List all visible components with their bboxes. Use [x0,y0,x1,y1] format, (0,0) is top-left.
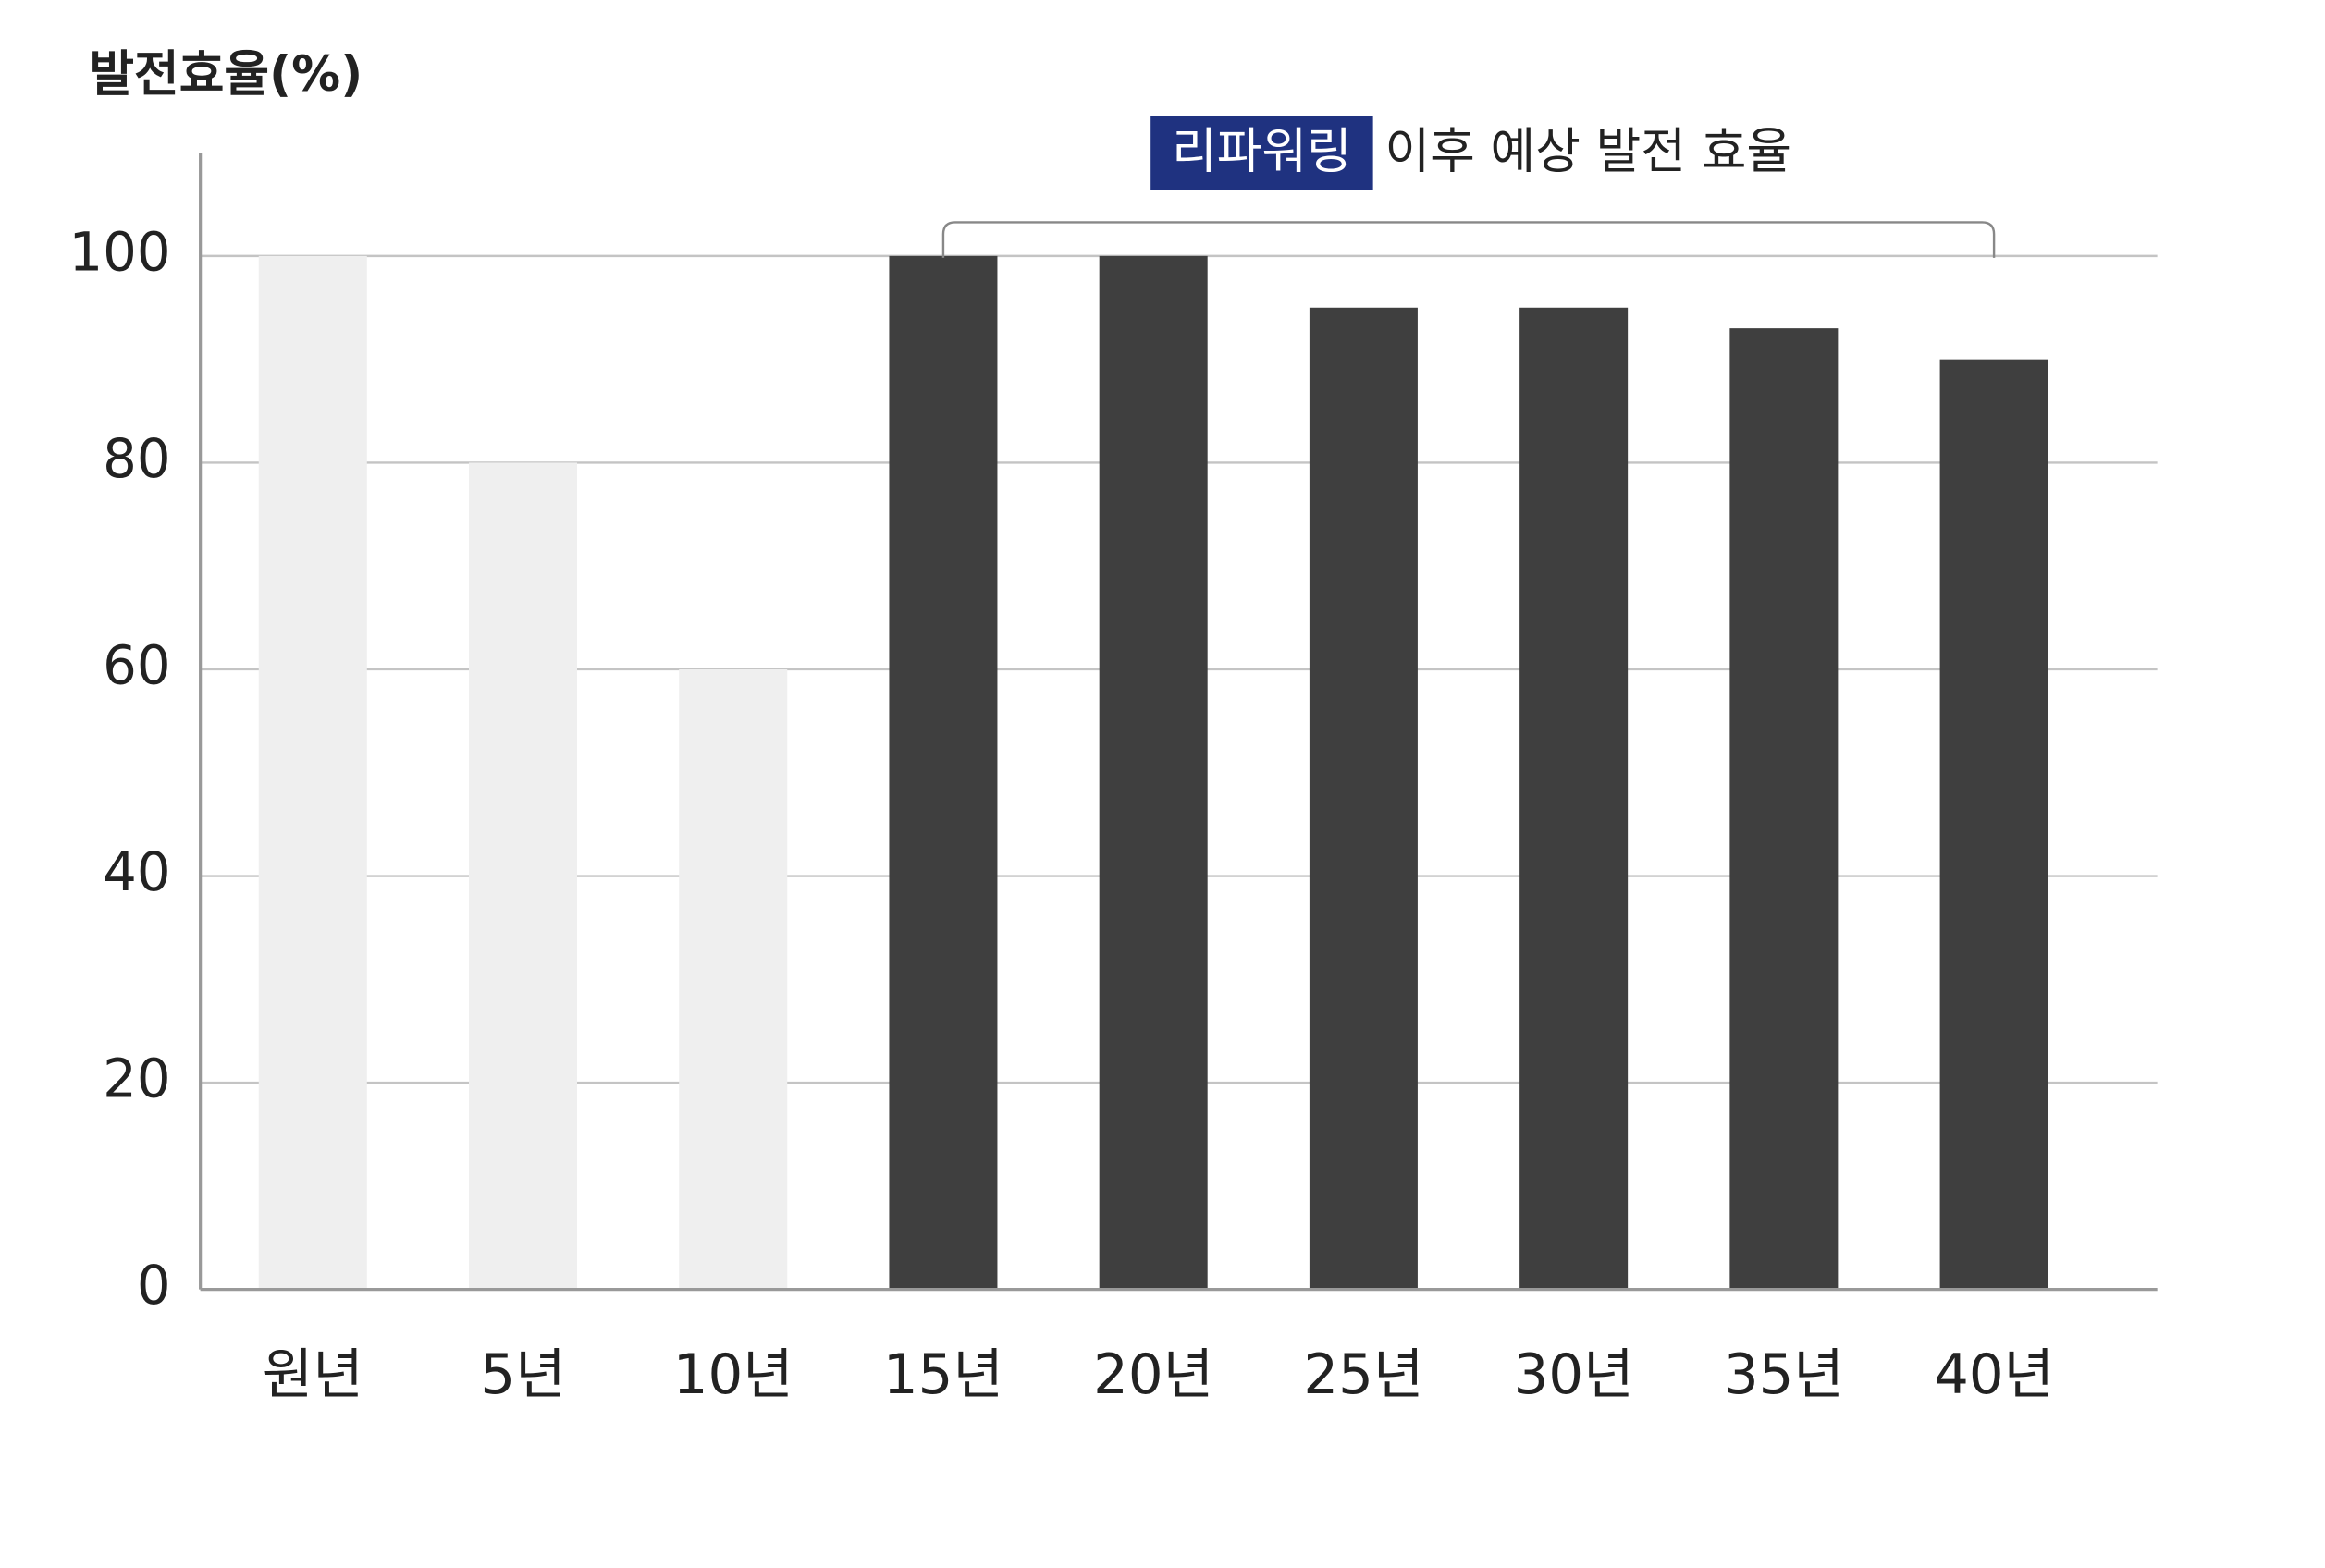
y-tick-label: 100 [68,221,170,284]
x-tick-label: 25년 [1303,1342,1423,1406]
bar [1939,359,2048,1290]
bar [468,462,578,1290]
y-axis-title: 발전효율(%) [89,46,363,103]
bar [1099,255,1208,1290]
annotation: 이후 예상 발전 효율 [1384,123,1791,179]
bar [1309,307,1418,1290]
annotation-highlight-box [1150,116,1373,190]
x-tick-label: 원년 [263,1342,363,1406]
bracket [941,221,1996,258]
x-tick-label: 15년 [883,1342,1003,1406]
bars [258,255,2048,1290]
y-tick-label: 20 [103,1047,170,1110]
axes: 0 20 40 60 80 100 원년 5년 10년 15년 20년 25년 30년 35년 40년 [68,153,2158,1406]
x-tick-label: 30년 [1514,1342,1634,1406]
bar [1729,328,1839,1290]
bar [1519,307,1629,1290]
x-tick-label: 40년 [1934,1342,2054,1406]
y-tick-label: 80 [103,427,170,490]
x-tick-label: 10년 [673,1342,793,1406]
x-tick-label: 20년 [1093,1342,1213,1406]
bar [889,255,998,1290]
x-tick-label: 35년 [1724,1342,1844,1406]
x-tick-label: 5년 [480,1342,565,1406]
y-tick-label: 0 [137,1254,171,1317]
bar [679,668,788,1290]
bar [258,255,367,1290]
y-tick-label: 60 [103,634,170,697]
y-tick-label: 40 [103,840,170,903]
annotation-highlight: 리파워링 [1172,123,1352,179]
